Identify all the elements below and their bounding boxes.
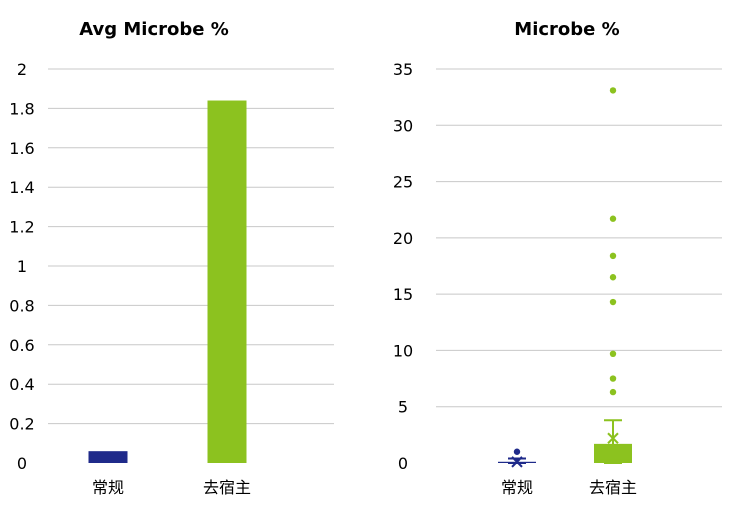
avg-microbe-bar-chart: 0 0.2 0.4 0.6 0.8 1 1.2 1.4 1.6 1.8 2 常规 去宿主 — [9, 60, 334, 497]
left-y-tick-label: 1.8 — [9, 99, 34, 118]
right-y-tick-label: 15 — [393, 285, 413, 304]
right-y-tick-label: 10 — [393, 341, 413, 360]
right-outlier-point — [609, 215, 617, 222]
right-box — [594, 443, 632, 463]
right-outlier-point — [609, 87, 617, 94]
right-outlier-point — [609, 350, 617, 358]
right-y-tick-label: 5 — [398, 398, 408, 417]
left-x-category-label: 常规 — [92, 478, 124, 497]
right-outlier-point — [609, 375, 617, 382]
left-chart-title: Avg Microbe % — [79, 19, 229, 40]
right-x-category-label: 常规 — [501, 478, 533, 497]
right-chart-title: Microbe % — [514, 19, 619, 40]
left-y-tick-label: 0.6 — [9, 336, 34, 355]
left-y-tick-label: 0.8 — [9, 296, 34, 315]
left-x-category-label: 去宿主 — [203, 478, 251, 497]
left-bar — [88, 451, 128, 463]
right-outlier-point — [513, 448, 521, 455]
right-outlier-point — [609, 274, 617, 281]
left-y-tick-label: 1 — [17, 257, 27, 276]
right-outlier-point — [609, 388, 617, 396]
left-y-tick-label: 0.2 — [9, 415, 34, 434]
left-y-tick-label: 0.4 — [9, 375, 34, 394]
right-y-tick-label: 25 — [393, 173, 413, 192]
left-y-tick-label: 1.6 — [9, 139, 34, 158]
right-y-tick-label: 20 — [393, 229, 413, 248]
right-mean-marker — [607, 432, 619, 444]
right-outlier-point — [609, 252, 617, 260]
right-y-tick-label: 30 — [393, 116, 413, 135]
right-x-category-label: 去宿主 — [589, 478, 637, 497]
right-mean-marker — [511, 456, 523, 468]
left-y-tick-label: 1.2 — [9, 218, 34, 237]
left-y-tick-label: 2 — [17, 60, 27, 79]
left-y-tick-label: 0 — [17, 454, 27, 473]
left-bar — [207, 100, 247, 464]
microbe-box-plot: 0 5 10 15 20 25 30 35 常规 去宿主 — [393, 60, 722, 497]
right-y-tick-label: 35 — [393, 60, 413, 79]
right-outlier-point — [609, 298, 617, 306]
right-y-tick-label: 0 — [398, 454, 408, 473]
left-y-tick-label: 1.4 — [9, 178, 34, 197]
